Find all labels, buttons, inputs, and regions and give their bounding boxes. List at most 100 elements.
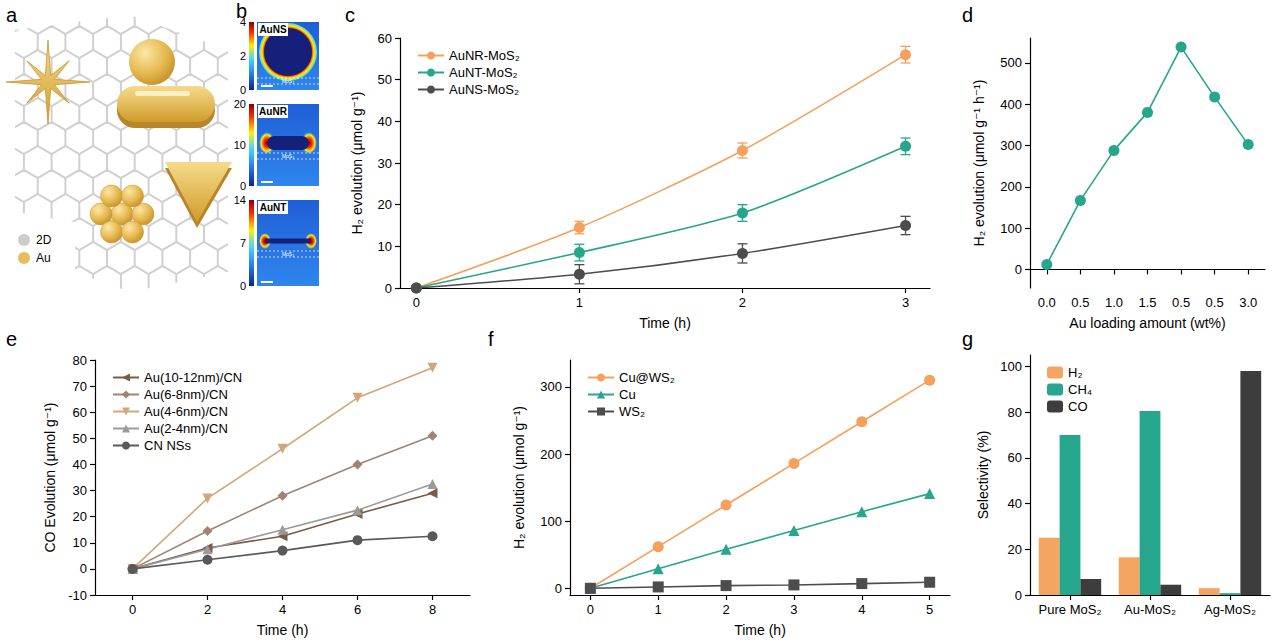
svg-text:30: 30 [73,483,87,498]
svg-text:H₂ evolution (μmol g⁻¹ h⁻¹): H₂ evolution (μmol g⁻¹ h⁻¹) [971,80,987,247]
svg-text:Pure MoS₂: Pure MoS₂ [1039,602,1102,617]
svg-text:0: 0 [1015,588,1022,603]
svg-text:H₂ evolution (μmol g⁻¹): H₂ evolution (μmol g⁻¹) [511,406,527,549]
svg-text:10: 10 [378,239,392,254]
svg-text:8: 8 [429,602,436,617]
svg-text:CO: CO [1068,399,1088,414]
svg-text:AuNS: AuNS [259,24,287,35]
svg-text:Cu@WS₂: Cu@WS₂ [619,370,675,385]
svg-text:80: 80 [73,353,87,368]
svg-text:0: 0 [129,602,136,617]
svg-text:1.0: 1.0 [1105,295,1123,310]
svg-text:20: 20 [378,197,392,212]
svg-text:2: 2 [739,295,746,310]
svg-text:20: 20 [73,509,87,524]
svg-text:80: 80 [1008,405,1022,420]
svg-text:0.0: 0.0 [1038,295,1056,310]
svg-text:0: 0 [413,295,420,310]
svg-text:300: 300 [1000,138,1022,153]
svg-text:50: 50 [73,431,87,446]
svg-text:0.5: 0.5 [1172,295,1190,310]
svg-text:WS₂: WS₂ [619,404,645,419]
svg-text:AuNR: AuNR [259,106,288,117]
html-text:b: b [236,0,248,22]
html-text:a: a [6,4,18,26]
svg-text:AuNR-MoS₂: AuNR-MoS₂ [449,48,520,63]
svg-text:Au loading amount (wt%): Au loading amount (wt%) [1069,315,1225,331]
svg-text:0: 0 [240,84,246,96]
svg-text:Cu: Cu [619,387,636,402]
svg-text:14: 14 [234,194,246,206]
svg-text:40: 40 [73,457,87,472]
svg-text:H₂ evolution (μmol g⁻¹): H₂ evolution (μmol g⁻¹) [349,91,365,234]
svg-text:300: 300 [540,379,562,394]
svg-text:-10: -10 [68,588,87,603]
svg-text:1.5: 1.5 [1138,295,1156,310]
svg-text:Au(6-8nm)/CN: Au(6-8nm)/CN [144,387,228,402]
svg-text:3: 3 [790,602,797,617]
svg-text:10: 10 [73,535,87,550]
svg-text:40: 40 [378,114,392,129]
svg-text:200: 200 [1000,179,1022,194]
svg-text:1: 1 [576,295,583,310]
svg-text:Time (h): Time (h) [639,315,691,331]
svg-text:Au: Au [36,251,51,265]
svg-text:1: 1 [655,602,662,617]
svg-text:20: 20 [1008,542,1022,557]
svg-text:MoS₂: MoS₂ [282,153,294,159]
svg-text:200: 200 [540,447,562,462]
svg-text:MoS₂: MoS₂ [282,78,294,84]
svg-text:100: 100 [540,514,562,529]
svg-text:100: 100 [1000,221,1022,236]
svg-text:50: 50 [378,72,392,87]
svg-text:7: 7 [240,237,246,249]
svg-text:0: 0 [240,280,246,292]
svg-text:10: 10 [234,139,246,151]
svg-text:Time (h): Time (h) [257,622,309,638]
html-text:d: d [962,4,974,26]
svg-text:Au(2-4nm)/CN: Au(2-4nm)/CN [144,421,228,436]
svg-text:0: 0 [240,180,246,192]
svg-text:2: 2 [240,50,246,62]
svg-text:6: 6 [354,602,361,617]
svg-text:AuNT-MoS₂: AuNT-MoS₂ [449,65,518,80]
svg-text:4: 4 [279,602,286,617]
svg-text:5: 5 [926,602,933,617]
svg-text:AuNT: AuNT [260,202,287,213]
svg-text:H₂: H₂ [1068,365,1082,380]
svg-text:70: 70 [73,379,87,394]
svg-text:40: 40 [1008,496,1022,511]
svg-text:CO Evolution (μmol g⁻¹): CO Evolution (μmol g⁻¹) [42,402,58,552]
svg-text:Au(10-12nm)/CN: Au(10-12nm)/CN [144,370,242,385]
svg-text:CH₄: CH₄ [1068,382,1092,397]
svg-text:2: 2 [722,602,729,617]
svg-text:CN NSs: CN NSs [144,438,191,453]
svg-text:0: 0 [587,602,594,617]
svg-text:Ag-MoS₂: Ag-MoS₂ [1204,602,1256,617]
svg-text:Au(4-6nm)/CN: Au(4-6nm)/CN [144,404,228,419]
svg-text:Au-MoS₂: Au-MoS₂ [1124,602,1176,617]
svg-text:0: 0 [385,281,392,296]
svg-text:100: 100 [1000,359,1022,374]
svg-text:4: 4 [858,602,865,617]
svg-text:60: 60 [1008,450,1022,465]
svg-text:Selectivity (%): Selectivity (%) [975,431,991,520]
svg-text:0.5: 0.5 [1071,295,1089,310]
svg-text:0: 0 [555,581,562,596]
svg-text:500: 500 [1000,55,1022,70]
svg-text:400: 400 [1000,97,1022,112]
svg-text:3: 3 [902,295,909,310]
svg-text:0: 0 [80,561,87,576]
svg-text:0: 0 [1015,262,1022,277]
svg-text:0.5: 0.5 [1206,295,1224,310]
svg-text:20: 20 [234,98,246,110]
svg-text:60: 60 [73,405,87,420]
svg-text:2D: 2D [36,233,52,247]
svg-text:60: 60 [378,31,392,46]
svg-text:Time (h): Time (h) [734,622,786,638]
svg-text:2: 2 [204,602,211,617]
svg-text:AuNS-MoS₂: AuNS-MoS₂ [449,82,519,97]
svg-text:3.0: 3.0 [1239,295,1257,310]
svg-text:30: 30 [378,156,392,171]
svg-text:MoS₂: MoS₂ [282,251,294,257]
